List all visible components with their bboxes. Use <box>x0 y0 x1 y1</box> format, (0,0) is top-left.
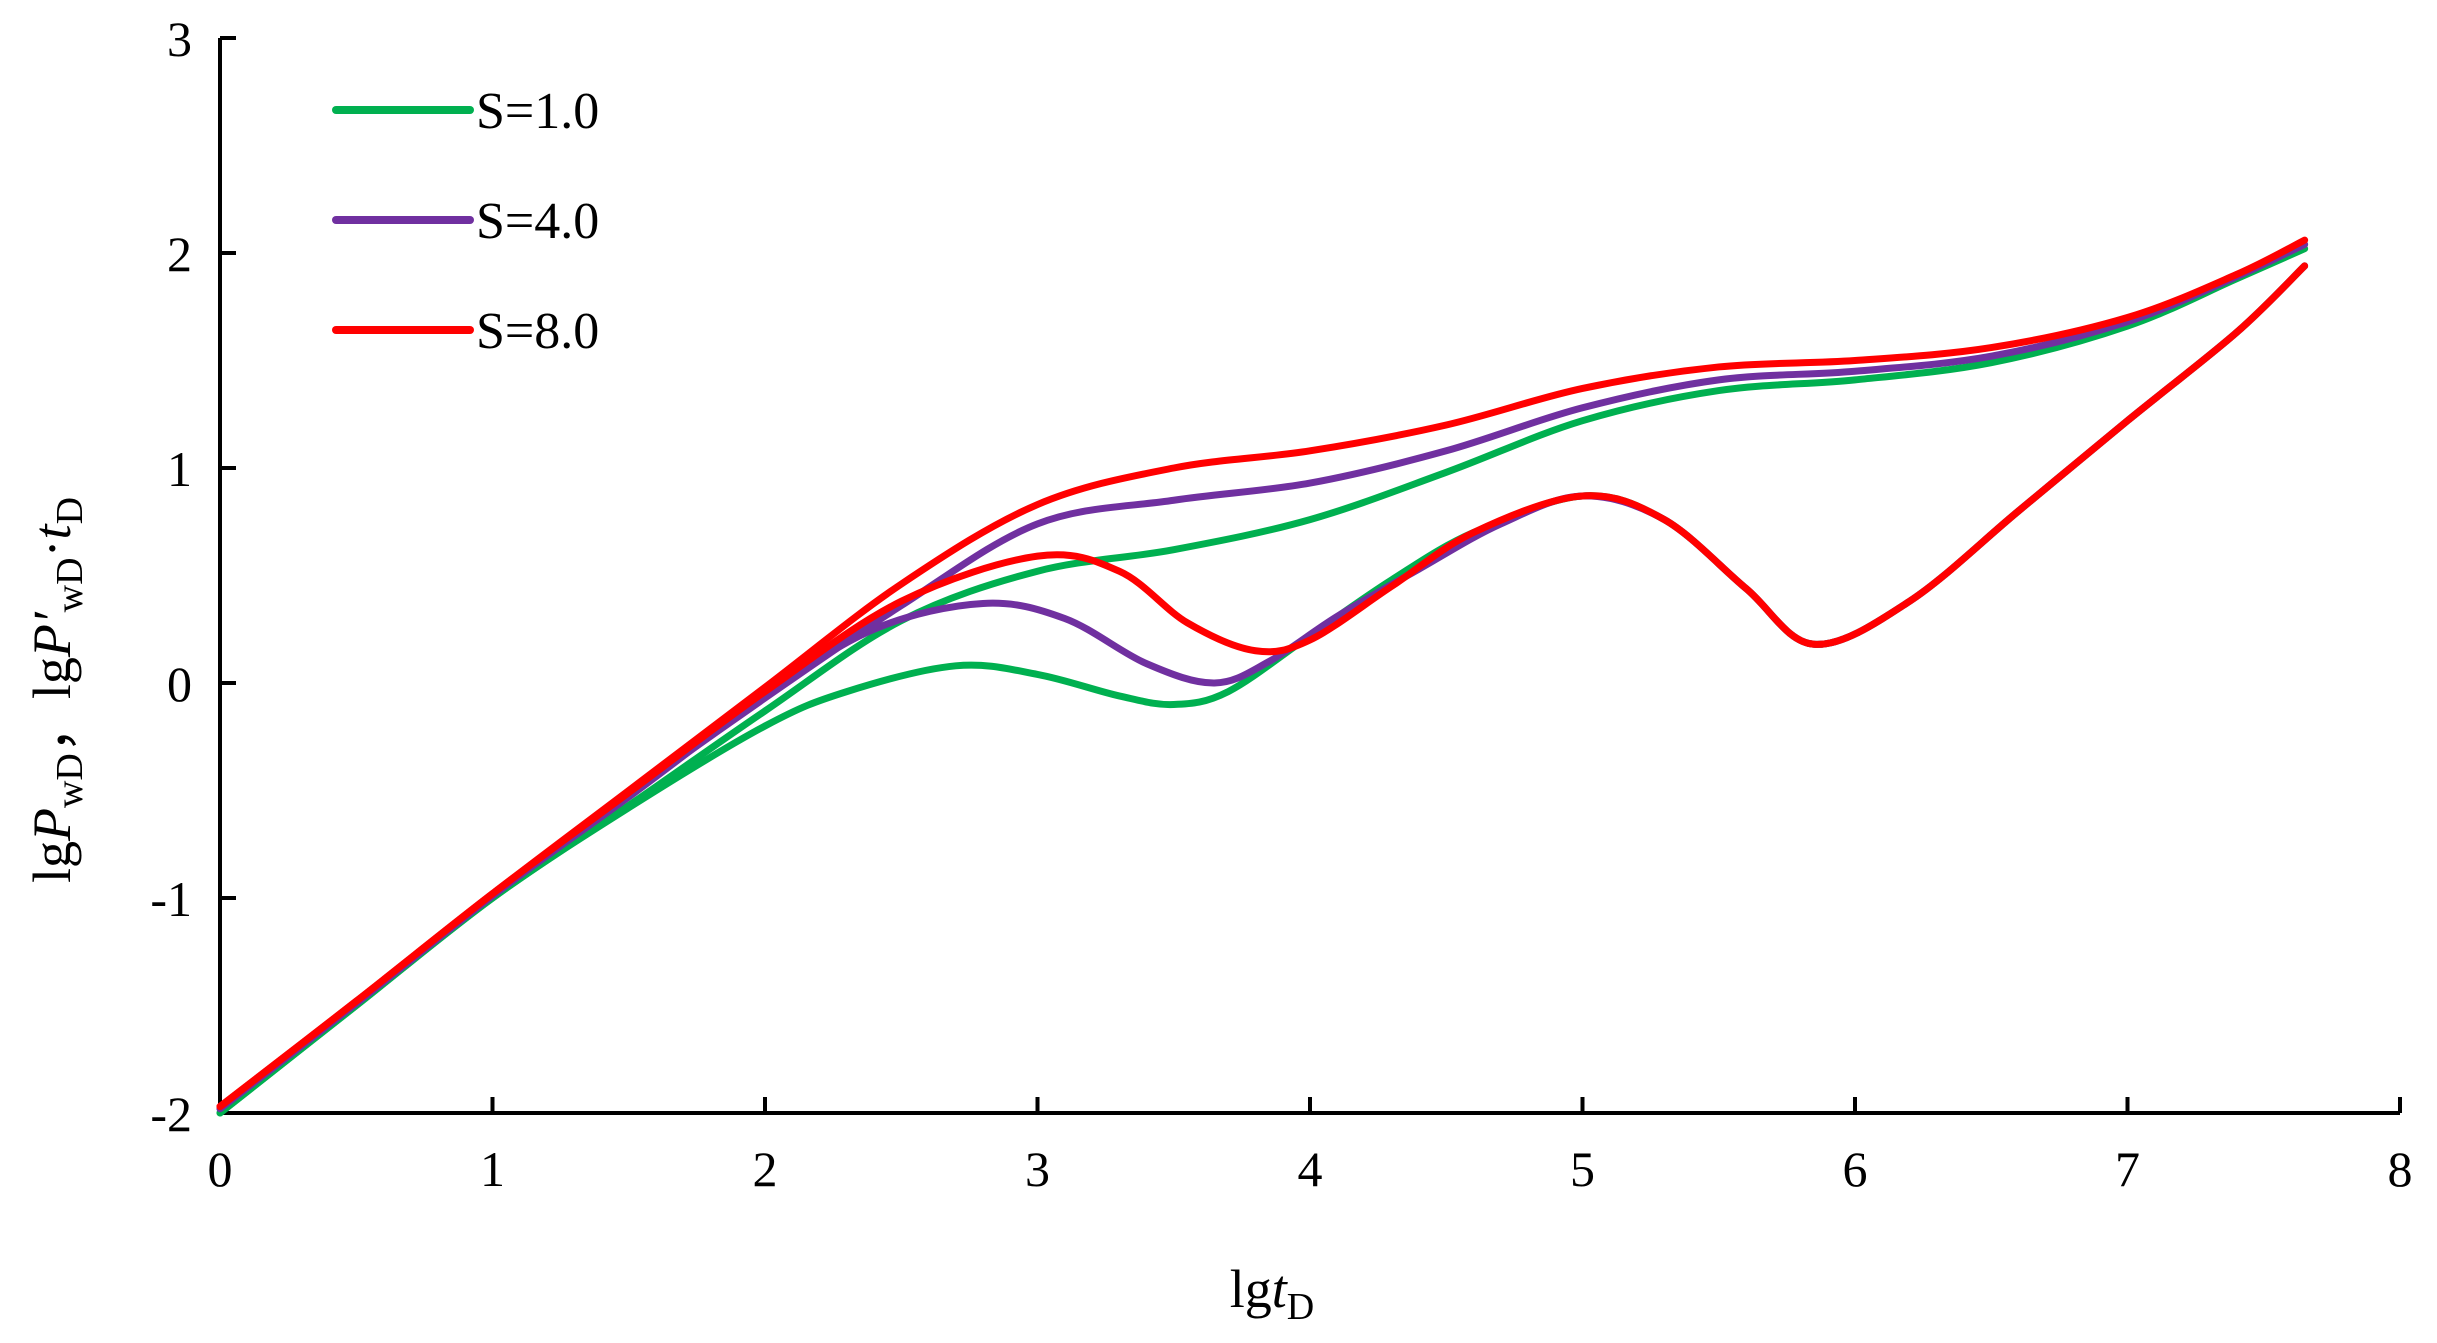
y-tick-label: 3 <box>167 11 192 67</box>
x-tick-label: 0 <box>208 1141 233 1197</box>
y-tick-label: 1 <box>167 441 192 497</box>
x-tick-label: 3 <box>1025 1141 1050 1197</box>
x-tick-label: 6 <box>1843 1141 1868 1197</box>
series-line-s-1-0-pressure <box>216 245 2309 1117</box>
series-line-s-1-0-derivative <box>216 262 2309 1117</box>
y-title-p2-dot: · <box>22 539 82 557</box>
y-title-p1-prefix: lg <box>22 841 82 883</box>
y-title-sep: ， <box>22 699 82 753</box>
y-title-p2-var2: t <box>22 522 82 539</box>
legend-label: S=4.0 <box>476 193 599 250</box>
x-tick-label: 5 <box>1570 1141 1595 1197</box>
y-axis-title: lgPwD，lgP′wD·tD <box>22 497 91 883</box>
legend: S=1.0 S=4.0 S=8.0 <box>332 83 599 360</box>
x-title-sub: D <box>1287 1286 1314 1328</box>
legend-label: S=1.0 <box>476 83 599 140</box>
y-title-p1-var: P <box>22 808 82 842</box>
series-line-s-8-0-derivative <box>216 262 2309 1111</box>
x-title-var: t <box>1272 1259 1289 1319</box>
y-tick-label: -1 <box>150 871 192 927</box>
series-line-s-4-0-pressure <box>216 240 2309 1113</box>
x-tick-label: 8 <box>2388 1141 2413 1197</box>
y-title-p2-sub: wD <box>49 557 91 612</box>
y-tick-label: 0 <box>167 656 192 712</box>
x-tick-label: 2 <box>753 1141 778 1197</box>
y-title-p1-sub: wD <box>49 753 91 808</box>
x-title-prefix: lg <box>1230 1259 1272 1319</box>
y-title-p2-var: P′ <box>22 611 82 658</box>
legend-label: S=8.0 <box>476 303 599 360</box>
y-tick-label: 2 <box>167 226 192 282</box>
x-tick-label: 1 <box>480 1141 505 1197</box>
y-title-p2-sub2: D <box>49 497 91 524</box>
x-axis-title: lgtD <box>1230 1259 1314 1328</box>
series-line-s-4-0-derivative <box>216 262 2309 1113</box>
y-tick-label: -2 <box>150 1086 192 1142</box>
tick-labels: 0 1 2 3 4 5 6 7 8 -2 -1 0 1 2 3 <box>150 11 2412 1197</box>
series-group <box>216 236 2309 1117</box>
x-tick-label: 7 <box>2115 1141 2140 1197</box>
y-title-p2-prefix: lg <box>22 657 82 699</box>
x-tick-label: 4 <box>1298 1141 1323 1197</box>
